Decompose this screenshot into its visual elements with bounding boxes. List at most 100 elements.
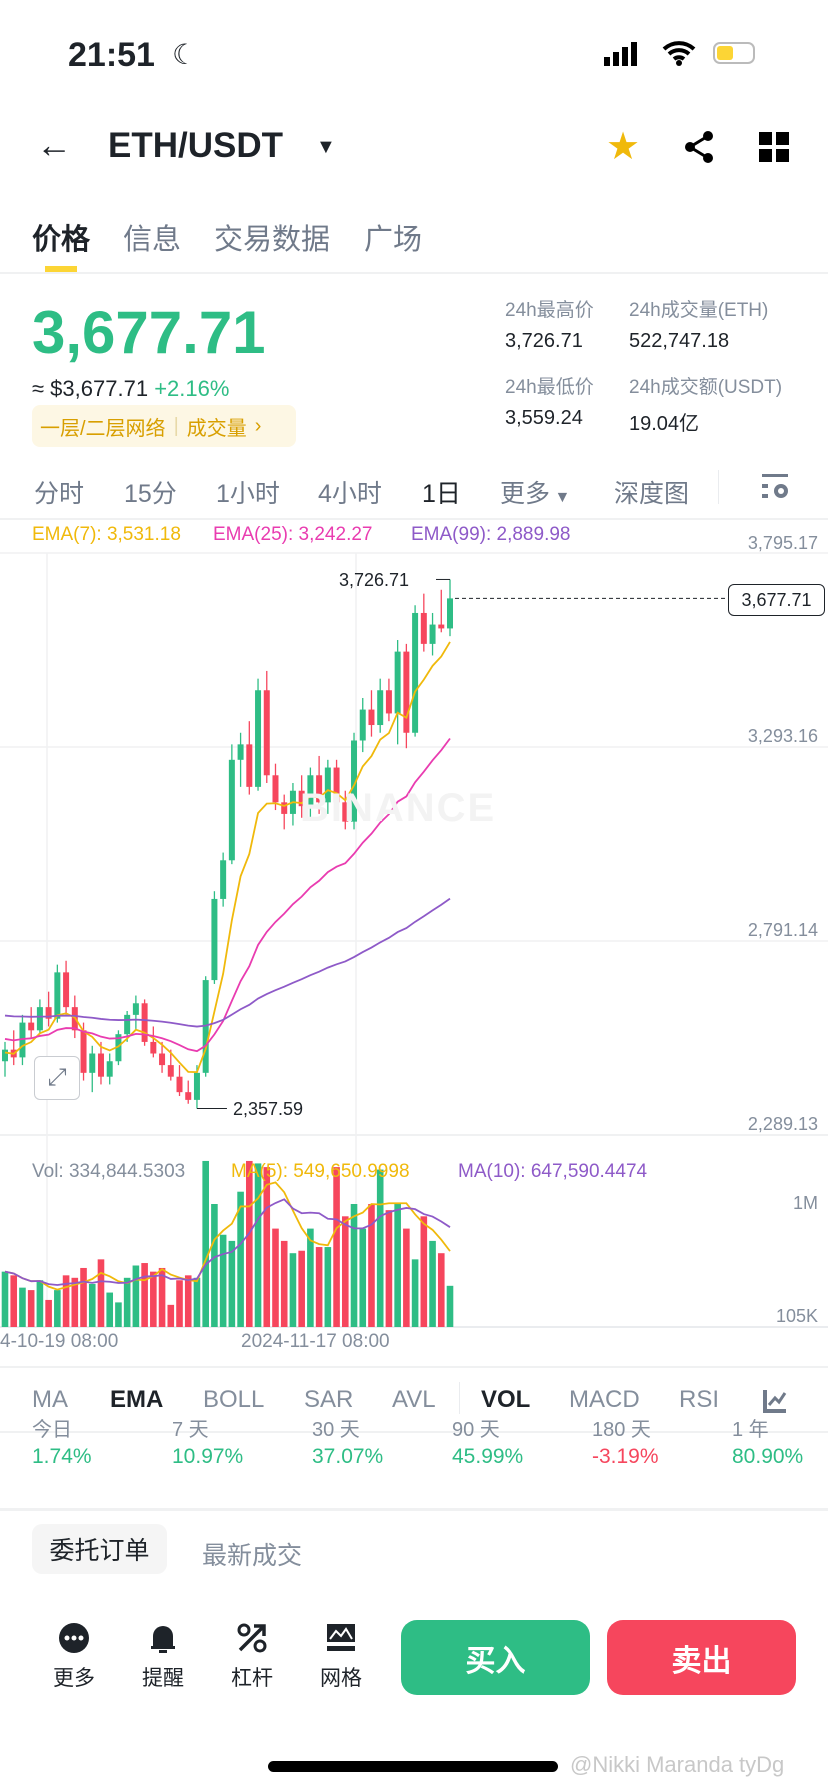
- vol-ma5-legend: MA(5): 549,650.9998: [231, 1161, 410, 1182]
- indicator-vol[interactable]: VOL: [481, 1386, 531, 1413]
- price-axis-label: 3,795.17: [747, 533, 818, 553]
- volume-bar: [280, 1240, 288, 1327]
- candle-body: [281, 802, 288, 814]
- chart-settings-icon[interactable]: [760, 472, 790, 502]
- active-tab-indicator: [45, 266, 77, 272]
- performance-label: 1 年: [732, 1419, 769, 1441]
- volume-bar: [324, 1247, 332, 1327]
- candle-body: [403, 651, 410, 733]
- performance-value: 10.97%: [172, 1445, 244, 1468]
- volume-bar: [446, 1285, 454, 1327]
- buy-button[interactable]: 买入: [401, 1620, 590, 1695]
- status-time: 21:51: [68, 36, 155, 74]
- alert-button[interactable]: 提醒: [128, 1622, 198, 1692]
- interval-more-label: 更多: [500, 480, 551, 508]
- star-icon[interactable]: ★: [606, 126, 641, 168]
- grid-menu-icon[interactable]: [759, 132, 789, 162]
- candle-body: [263, 690, 270, 776]
- performance-value: -3.19%: [592, 1445, 659, 1468]
- performance-label: 30 天: [312, 1419, 360, 1441]
- volume-bar: [359, 1228, 367, 1327]
- candle-body: [447, 598, 453, 629]
- grid-trading-icon: [327, 1624, 355, 1651]
- interval-1d[interactable]: 1日: [422, 480, 461, 508]
- stat-high-label: 24h最高价: [505, 300, 594, 321]
- more-icon: [59, 1623, 89, 1653]
- home-indicator[interactable]: [268, 1761, 558, 1772]
- performance-label: 180 天: [592, 1419, 651, 1441]
- pair-title[interactable]: ETH/USDT: [108, 126, 283, 165]
- indicator-rsi[interactable]: RSI: [679, 1386, 718, 1413]
- indicator-chart-icon[interactable]: [762, 1388, 788, 1414]
- indicator-macd[interactable]: MACD: [569, 1386, 640, 1413]
- category-chip[interactable]: 一层/二层网络 | 成交量 ›: [32, 405, 296, 447]
- indicator-sar[interactable]: SAR: [304, 1386, 354, 1413]
- sell-button[interactable]: 卖出: [607, 1620, 796, 1695]
- tab-trading-data[interactable]: 交易数据: [214, 224, 331, 256]
- candle-body: [438, 624, 445, 629]
- low-marker-label: 2,357.59: [233, 1099, 304, 1119]
- interval-more[interactable]: 更多 ▼: [500, 474, 570, 510]
- leverage-icon: [237, 1623, 267, 1653]
- signal-icon: [604, 42, 637, 66]
- candle-body: [333, 767, 340, 803]
- vol-axis-label: 105K: [775, 1306, 818, 1326]
- candle-body: [89, 1053, 96, 1073]
- moon-icon: ☾: [172, 39, 198, 70]
- vol-legend: Vol: 334,844.5303: [32, 1161, 186, 1182]
- candle-body: [193, 1072, 200, 1100]
- volume-bar: [368, 1204, 375, 1327]
- candle-body: [176, 1076, 183, 1093]
- tab-info[interactable]: 信息: [123, 224, 182, 256]
- stat-low: 3,559.24: [505, 407, 583, 429]
- expand-icon[interactable]: ⤢: [34, 1056, 80, 1100]
- back-arrow-icon[interactable]: ←: [36, 124, 72, 165]
- candle-body: [80, 1030, 87, 1073]
- volume-bar: [403, 1228, 410, 1327]
- candle-body: [36, 1007, 43, 1031]
- interval-4h[interactable]: 4小时: [318, 480, 382, 508]
- ema7-legend: EMA(7): 3,531.18: [32, 524, 181, 545]
- volume-bar: [228, 1240, 236, 1327]
- indicator-boll[interactable]: BOLL: [203, 1386, 265, 1413]
- stat-vol-usdt-label: 24h成交额(USDT): [629, 377, 783, 398]
- volume-bar: [411, 1259, 419, 1327]
- interval-15m[interactable]: 15分: [124, 480, 177, 508]
- grid-button[interactable]: 网格: [306, 1622, 376, 1692]
- volume-bar: [10, 1275, 18, 1327]
- tab-price[interactable]: 价格: [32, 224, 91, 256]
- current-price-label: 3,677.71: [728, 584, 825, 616]
- indicator-ema[interactable]: EMA: [110, 1386, 164, 1413]
- indicator-avl[interactable]: AVL: [392, 1386, 436, 1413]
- caret-down-icon[interactable]: ▼: [316, 136, 336, 158]
- high-marker-label: 3,726.71: [339, 570, 410, 590]
- candle-body: [150, 1041, 157, 1054]
- interval-timeshare[interactable]: 分时: [34, 480, 85, 508]
- interval-depth[interactable]: 深度图: [614, 480, 690, 508]
- indicator-ma[interactable]: MA: [32, 1386, 68, 1413]
- battery-icon: [713, 42, 755, 64]
- volume-bar: [420, 1216, 428, 1327]
- volume-bar: [385, 1210, 393, 1327]
- volume-bar: [315, 1247, 323, 1327]
- volume-bar: [80, 1267, 87, 1327]
- volume-bar: [1, 1271, 9, 1327]
- share-icon[interactable]: [682, 130, 716, 164]
- interval-1h[interactable]: 1小时: [216, 480, 280, 508]
- ema99-legend: EMA(99): 2,889.98: [411, 524, 571, 545]
- more-button[interactable]: 更多: [39, 1622, 109, 1692]
- tab-open-orders[interactable]: 委托订单: [32, 1524, 167, 1574]
- last-price: 3,677.71: [32, 299, 266, 366]
- price-axis-label: 2,289.13: [747, 1114, 818, 1134]
- performance-label: 7 天: [172, 1419, 209, 1441]
- candle-body: [307, 775, 314, 807]
- candle-body: [63, 972, 70, 1008]
- leverage-button[interactable]: 杠杆: [217, 1622, 287, 1692]
- performance-value: 37.07%: [312, 1445, 384, 1468]
- more-label: 更多: [53, 1667, 95, 1690]
- volume-bar: [211, 1204, 218, 1327]
- tab-latest-trades[interactable]: 最新成交: [202, 1542, 303, 1570]
- candlestick-chart[interactable]: [0, 0, 828, 1360]
- volume-bar: [307, 1228, 314, 1327]
- tab-square[interactable]: 广场: [364, 224, 423, 256]
